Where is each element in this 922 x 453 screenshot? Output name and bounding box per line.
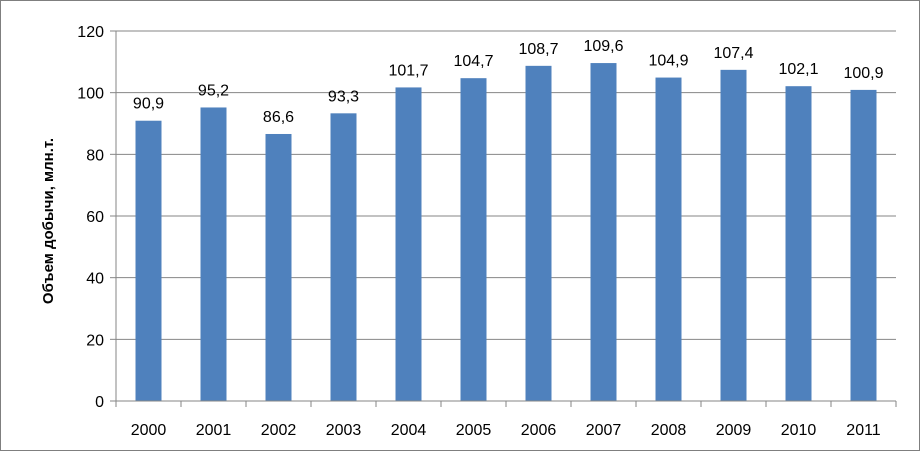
x-tick-label: 2002 [261,422,297,439]
data-label: 104,9 [648,53,688,70]
y-tick-label: 80 [86,147,104,164]
bars [135,63,877,402]
axes [110,30,897,407]
x-tick-label: 2010 [781,422,817,439]
y-tick-label: 0 [95,394,104,411]
bar-2004 [395,87,422,402]
data-label: 107,4 [713,45,753,62]
y-tick-label: 40 [86,271,104,288]
bar-2007 [590,63,617,402]
bar-2000 [135,120,162,401]
y-axis-title: Объем добычи, млн.т. [40,138,57,304]
x-tick-label: 2008 [651,422,687,439]
data-label: 90,9 [133,96,164,113]
x-tick-label: 2000 [131,422,167,439]
x-tick-label: 2003 [326,422,362,439]
data-label: 95,2 [198,82,229,99]
grid-lines [116,30,896,340]
y-tick-label: 120 [77,24,104,41]
bar-2005 [460,78,487,402]
data-label: 102,1 [778,61,818,78]
x-tick-label: 2005 [456,422,492,439]
bar-2008 [655,77,682,401]
data-label: 93,3 [328,88,359,105]
y-tick-label: 20 [86,332,104,349]
data-labels: 90,9 95,2 86,6 93,3 101,7 104,7 108,7 109,6 104,… [133,38,884,126]
data-label: 104,7 [453,53,493,70]
x-tick-label: 2011 [846,422,881,439]
bar-2002 [265,133,292,401]
x-tick-label: 2004 [391,422,427,439]
bar-2003 [330,113,357,401]
y-tick-label: 60 [86,209,104,226]
data-label: 100,9 [843,65,883,82]
x-tick-label: 2009 [716,422,752,439]
x-tick-label: 2006 [521,422,557,439]
data-label: 109,6 [583,38,623,55]
x-tick-labels: 2000 2001 2002 2003 2004 2005 2006 2007 2008 2009… [131,422,881,439]
bar-2011 [850,89,877,402]
y-tick-labels: 0 20 40 60 80 100 120 [77,24,104,411]
bar-2001 [200,107,227,401]
bar-2010 [785,86,812,402]
x-tick-label: 2001 [196,422,232,439]
data-label: 101,7 [388,62,428,79]
x-tick-label: 2007 [586,422,622,439]
bar-2009 [720,69,747,401]
bar-2006 [525,65,552,401]
data-label: 86,6 [263,109,294,126]
y-tick-label: 100 [77,86,104,103]
data-label: 108,7 [518,41,558,58]
